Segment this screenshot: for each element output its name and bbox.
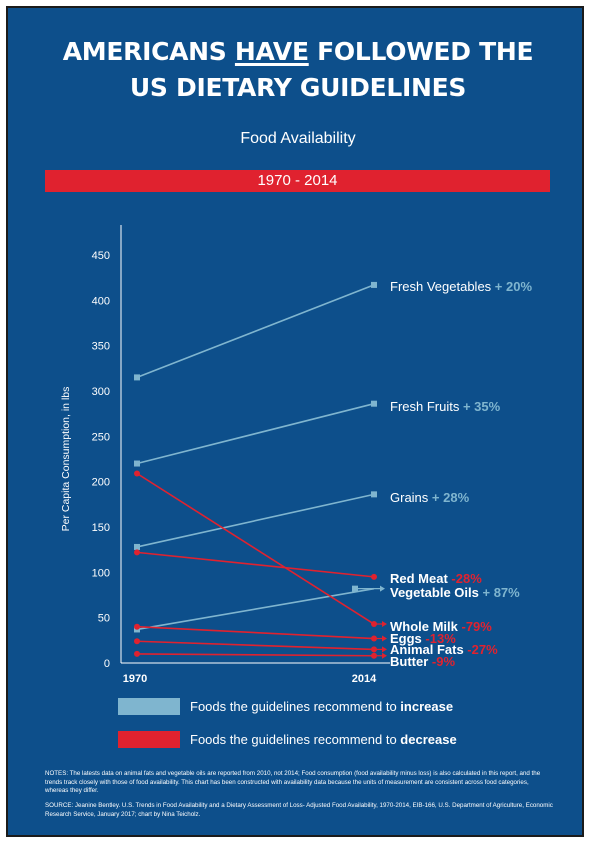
- series-name: Whole Milk: [390, 619, 462, 634]
- series-name: Fresh Vegetables: [390, 279, 495, 294]
- data-point: [134, 623, 140, 630]
- data-point: [134, 650, 140, 657]
- data-point: [134, 470, 140, 477]
- page-title: AMERICANS HAVE FOLLOWED THE US DIETARY G…: [0, 34, 596, 106]
- title-line-1: AMERICANS HAVE FOLLOWED THE: [0, 34, 596, 70]
- legend-increase-bold: increase: [400, 699, 454, 714]
- series-line: [136, 587, 375, 631]
- series-name: Animal Fats: [390, 642, 467, 657]
- arrow-head: [380, 585, 385, 592]
- y-axis-label: Per Capita Consumption, in lbs: [60, 387, 72, 532]
- series-line: [136, 284, 375, 379]
- data-point: [371, 491, 377, 498]
- series-line: [136, 472, 375, 625]
- series-label: Animal Fats -27%: [390, 642, 498, 657]
- series-change: + 87%: [483, 585, 521, 600]
- data-point: [371, 281, 377, 288]
- series-change: + 35%: [463, 399, 501, 414]
- title-text-b: FOLLOWED THE: [308, 37, 534, 66]
- y-tick-label: 300: [92, 386, 110, 398]
- y-tick-label: 200: [92, 477, 110, 489]
- x-tick-label: 2014: [352, 673, 377, 685]
- legend-decrease-text: Foods the guidelines recommend to: [190, 732, 401, 747]
- data-point: [134, 638, 140, 645]
- x-tick-label: 1970: [123, 673, 147, 685]
- y-tick-label: 450: [92, 250, 110, 262]
- legend-swatch-decrease: [118, 731, 180, 748]
- y-tick-label: 350: [92, 341, 110, 353]
- y-tick-label: 0: [104, 658, 110, 670]
- series-label: Eggs -13%: [390, 631, 456, 646]
- series-line: [136, 402, 375, 465]
- y-tick-label: 50: [98, 613, 110, 625]
- series-change: -9%: [432, 654, 456, 669]
- series-change: + 20%: [495, 279, 533, 294]
- y-tick-label: 150: [92, 522, 110, 534]
- series-name: Eggs: [390, 631, 425, 646]
- data-point: [134, 374, 140, 381]
- series-name: Vegetable Oils: [390, 585, 483, 600]
- series-name: Grains: [390, 490, 432, 505]
- poster-background: [6, 6, 584, 837]
- series-label: Butter -9%: [390, 654, 455, 669]
- series-label: Fresh Fruits + 35%: [390, 399, 501, 414]
- series-line: [136, 640, 375, 651]
- series-name: Fresh Fruits: [390, 399, 463, 414]
- notes-text: NOTES: The latests data on animal fats a…: [45, 770, 541, 795]
- legend-decrease-bold: decrease: [400, 732, 457, 747]
- series-change: -28%: [451, 571, 482, 586]
- arrow-head: [382, 635, 387, 642]
- legend-label-decrease: Foods the guidelines recommend to decrea…: [190, 732, 457, 747]
- data-point: [371, 573, 377, 580]
- title-emphasis: HAVE: [234, 37, 309, 66]
- series-change: -27%: [467, 642, 498, 657]
- series-change: -79%: [462, 619, 493, 634]
- data-point: [134, 460, 140, 467]
- series-change: + 28%: [432, 490, 470, 505]
- series-line: [136, 653, 375, 657]
- data-point: [134, 543, 140, 550]
- title-line-2: US DIETARY GUIDELINES: [129, 73, 467, 102]
- series-name: Red Meat: [390, 571, 451, 586]
- legend-swatch-increase: [118, 698, 180, 715]
- series-line: [136, 551, 375, 578]
- series-change: -13%: [425, 631, 456, 646]
- data-point: [134, 549, 140, 556]
- y-tick-label: 250: [92, 431, 110, 443]
- series-line: [136, 625, 375, 640]
- date-range-banner: 1970 - 2014: [45, 170, 550, 192]
- subtitle: Food Availability: [240, 130, 356, 147]
- arrow-head: [382, 621, 387, 628]
- series-label: Red Meat -28%: [390, 571, 482, 586]
- y-tick-label: 100: [92, 567, 110, 579]
- series-line: [136, 493, 375, 548]
- arrow-head: [382, 652, 387, 659]
- series-label: Vegetable Oils + 87%: [390, 585, 520, 600]
- y-tick-label: 400: [92, 295, 110, 307]
- series-name: Butter: [390, 654, 432, 669]
- data-point: [371, 400, 377, 407]
- arrow-head: [382, 646, 387, 653]
- series-label: Grains + 28%: [390, 490, 470, 505]
- series-label: Fresh Vegetables + 20%: [390, 279, 532, 294]
- legend-label-increase: Foods the guidelines recommend to increa…: [190, 699, 453, 714]
- title-text-a: AMERICANS: [62, 37, 235, 66]
- legend-increase-text: Foods the guidelines recommend to: [190, 699, 401, 714]
- series-label: Whole Milk -79%: [390, 619, 492, 634]
- source-text: SOURCE: Jeanine Bentley. U.S. Trends in …: [45, 802, 553, 818]
